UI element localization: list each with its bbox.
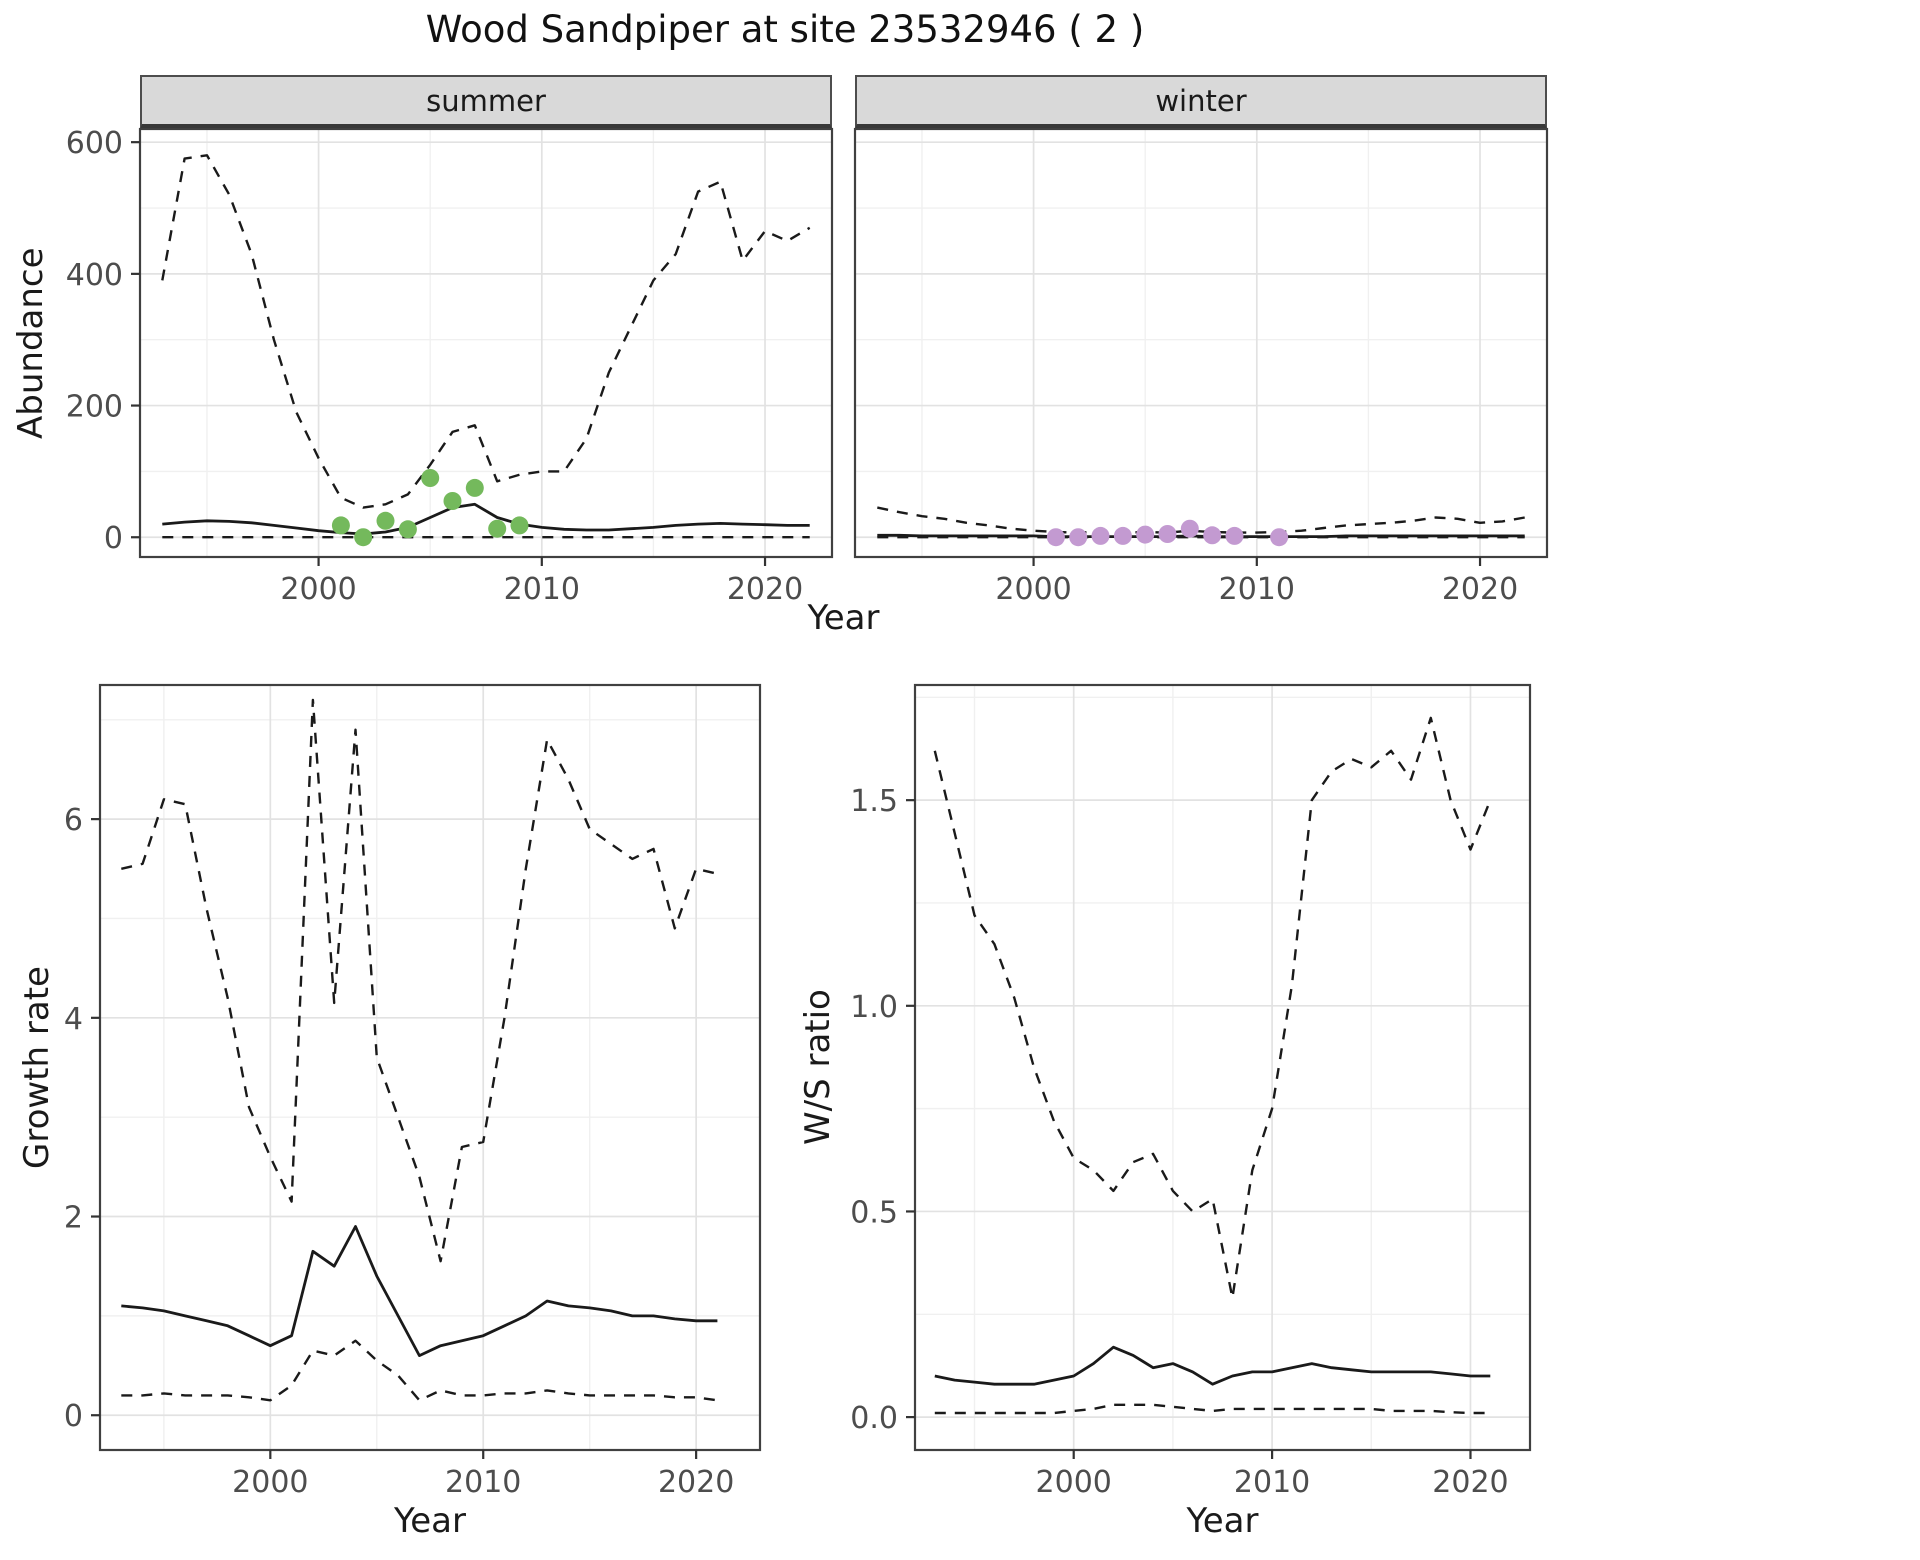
abundance-summer-panel: 2000 2010 2020 0 200 400 600	[66, 126, 834, 607]
svg-text:600: 600	[66, 126, 123, 161]
page-title: Wood Sandpiper at site 23532946 ( 2 )	[425, 8, 1145, 51]
svg-text:2000: 2000	[280, 572, 356, 607]
svg-text:2010: 2010	[1219, 572, 1295, 607]
y-axis-label-growth-rate: Growth rate	[17, 966, 57, 1169]
svg-text:2000: 2000	[1036, 1465, 1112, 1500]
svg-text:2020: 2020	[658, 1465, 734, 1500]
svg-text:200: 200	[66, 390, 123, 425]
svg-text:4: 4	[64, 1002, 83, 1037]
svg-text:0: 0	[64, 1399, 83, 1434]
svg-text:0: 0	[104, 521, 123, 556]
x-axis-label-year-growth: Year	[394, 1501, 466, 1541]
svg-text:6: 6	[64, 803, 83, 838]
x-axis-label-year-ws: Year	[1186, 1501, 1259, 1541]
svg-text:2020: 2020	[727, 572, 803, 607]
svg-text:2000: 2000	[995, 572, 1071, 607]
facet-strip-winter: winter	[855, 75, 1547, 129]
ws-ratio-panel: 2000 2010 2020 0.0 0.5 1.0 1.5	[850, 683, 1532, 1500]
svg-text:1.0: 1.0	[850, 990, 898, 1025]
svg-text:2010: 2010	[504, 572, 580, 607]
svg-text:2020: 2020	[1442, 572, 1518, 607]
y-axis-label-abundance: Abundance	[11, 247, 51, 439]
growth-rate-panel: 2000 2010 2020 0 2 4 6	[64, 683, 762, 1500]
facet-strip-summer: summer	[140, 75, 832, 129]
y-axis-label-ws-ratio: W/S ratio	[798, 989, 838, 1146]
svg-text:2000: 2000	[232, 1465, 308, 1500]
svg-text:0.5: 0.5	[850, 1195, 898, 1230]
svg-text:1.5: 1.5	[850, 784, 898, 819]
facet-strip-winter-label: winter	[1155, 83, 1247, 118]
svg-text:2010: 2010	[1234, 1465, 1310, 1500]
svg-text:2020: 2020	[1432, 1465, 1508, 1500]
x-axis-label-year-top: Year	[807, 598, 880, 638]
svg-text:2: 2	[64, 1201, 83, 1236]
svg-text:0.0: 0.0	[850, 1401, 898, 1436]
abundance-winter-panel: 2000 2010 2020	[853, 127, 1549, 607]
svg-text:400: 400	[66, 258, 123, 293]
facet-strip-summer-label: summer	[426, 83, 546, 118]
svg-text:2010: 2010	[445, 1465, 521, 1500]
